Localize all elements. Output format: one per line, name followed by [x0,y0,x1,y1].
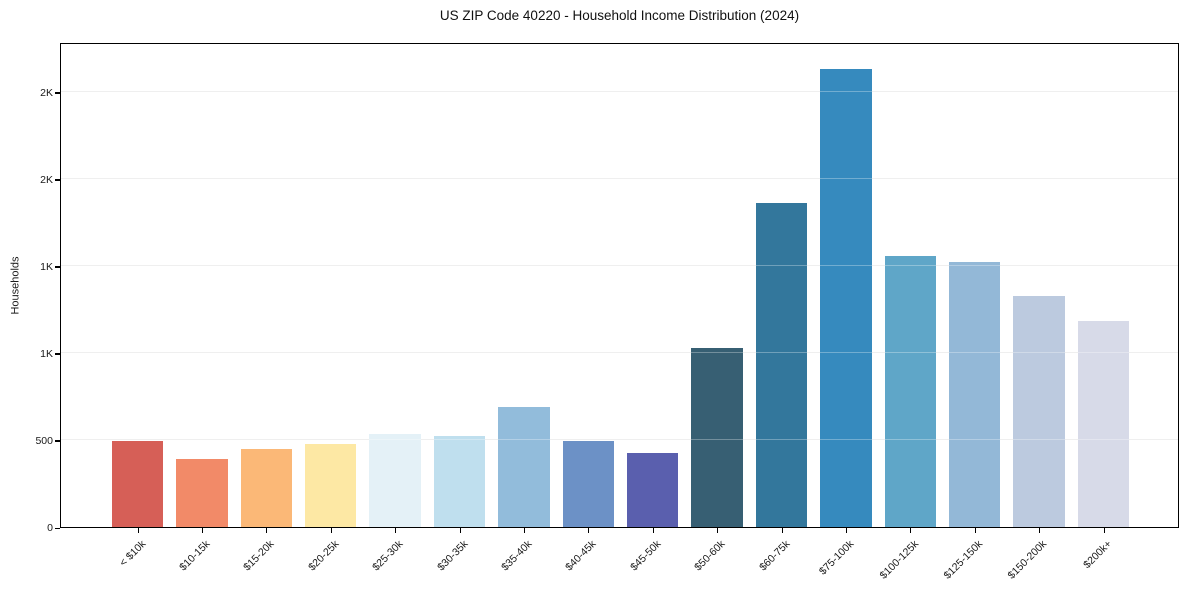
gridline [61,352,1178,353]
y-tick-mark [55,92,60,94]
bar-$60-75k [755,203,808,527]
gridline-overlay [61,352,1178,353]
x-tick-mark [588,528,590,533]
x-tick-mark [266,528,268,533]
bar-$200k+ [1077,320,1130,527]
bar-$45-50k [626,453,679,527]
bar-$150-200k [1013,296,1065,527]
gridline-overlay [61,439,1178,440]
x-tick-mark [523,528,526,533]
chart-title: US ZIP Code 40220 - Household Income Dis… [439,8,800,23]
bar-$10-15k [176,459,228,527]
x-tick-mark [652,528,654,533]
bar-$20-25k [304,444,357,527]
gridline-overlay [61,90,1178,92]
gridline [61,178,1178,179]
x-tick-mark [781,528,783,533]
gridline [61,265,1178,266]
gridline [61,90,1178,92]
x-tick-mark [137,528,139,533]
x-tick-mark [201,528,204,533]
bar-$75-100k [820,69,872,527]
y-tick-mark [55,266,60,268]
bar-$35-40k [498,406,550,527]
bar-$15-20k [240,448,293,527]
y-tick-label: 2K [40,86,53,99]
x-tick-mark [717,528,719,533]
y-tick-mark [55,179,60,181]
gridline-overlay [61,265,1178,266]
y-tick-label: 0 [47,522,53,534]
x-tick-mark [845,528,848,533]
y-tick-label: 1K [40,347,53,360]
x-tick-mark [910,528,912,533]
bar-$30-35k [433,435,486,527]
bar-$100-125k [884,255,937,527]
bar-$125-150k [948,261,1001,527]
y-tick-mark [55,527,60,529]
x-tick-mark [1039,528,1041,533]
y-tick-mark [55,440,60,442]
y-tick-label: 2K [40,173,53,186]
gridline-overlay [61,178,1178,179]
bar-$25-30k [369,433,421,527]
bar-< $10k [111,440,164,527]
x-tick-mark [1103,528,1105,533]
x-tick-mark [459,528,461,533]
plot-area [60,43,1179,528]
x-tick-mark [330,528,332,533]
x-tick-mark [395,528,397,533]
y-tick-mark [55,353,60,355]
y-tick-label: 1K [40,260,53,273]
gridline [61,439,1178,440]
y-tick-label: 500 [35,434,53,447]
bar-$50-60k [691,347,743,527]
bar-$40-45k [562,440,615,527]
x-tick-mark [974,528,976,533]
